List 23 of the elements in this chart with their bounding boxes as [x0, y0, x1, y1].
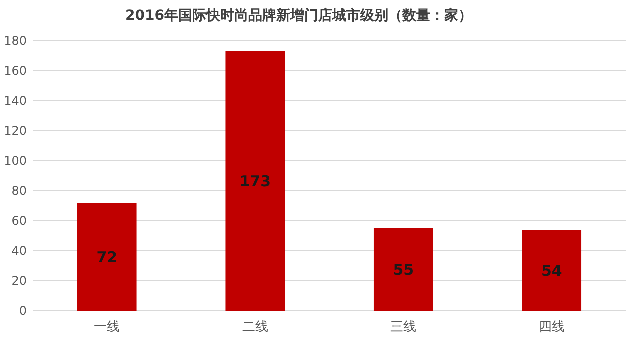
- data-label: 54: [541, 262, 562, 280]
- y-tick-label: 140: [4, 94, 27, 108]
- bar: [522, 230, 582, 311]
- y-tick-label: 100: [4, 154, 27, 168]
- data-label: 55: [393, 261, 414, 279]
- chart-title: 2016年国际快时尚品牌新增门店城市级别（数量：家）: [126, 7, 472, 24]
- y-tick-label: 20: [12, 274, 27, 288]
- x-tick-label: 四线: [538, 320, 565, 335]
- bar: [374, 228, 434, 311]
- x-tick-label: 一线: [94, 320, 120, 335]
- y-tick-label: 60: [12, 214, 27, 228]
- x-tick-label: 三线: [390, 320, 417, 335]
- y-tick-label: 80: [12, 184, 27, 198]
- y-tick-label: 160: [4, 64, 27, 78]
- y-tick-label: 120: [4, 124, 27, 138]
- data-label: 173: [240, 172, 272, 190]
- y-tick-label: 0: [19, 304, 27, 318]
- bar: [226, 52, 286, 311]
- x-tick-label: 二线: [242, 320, 268, 335]
- data-label: 72: [96, 248, 118, 266]
- bar: [77, 203, 137, 311]
- y-tick-label: 180: [4, 34, 27, 48]
- y-tick-label: 40: [12, 244, 27, 258]
